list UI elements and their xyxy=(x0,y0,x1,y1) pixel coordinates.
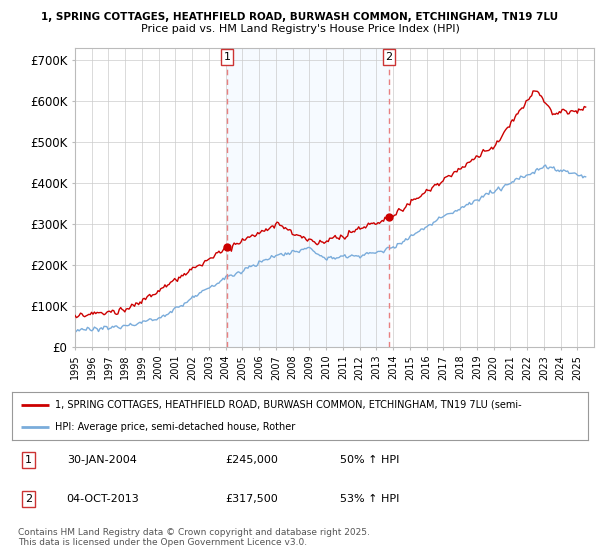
Text: 04-OCT-2013: 04-OCT-2013 xyxy=(67,494,139,504)
Text: £245,000: £245,000 xyxy=(225,455,278,465)
Text: 1, SPRING COTTAGES, HEATHFIELD ROAD, BURWASH COMMON, ETCHINGHAM, TN19 7LU (semi-: 1, SPRING COTTAGES, HEATHFIELD ROAD, BUR… xyxy=(55,400,522,410)
Text: 1: 1 xyxy=(224,52,230,62)
Text: 53% ↑ HPI: 53% ↑ HPI xyxy=(340,494,400,504)
Text: 2: 2 xyxy=(385,52,392,62)
Text: 30-JAN-2004: 30-JAN-2004 xyxy=(67,455,137,465)
Bar xyxy=(227,48,389,347)
Text: 50% ↑ HPI: 50% ↑ HPI xyxy=(340,455,400,465)
Text: 1: 1 xyxy=(25,455,32,465)
Text: Price paid vs. HM Land Registry's House Price Index (HPI): Price paid vs. HM Land Registry's House … xyxy=(140,24,460,34)
Text: 1, SPRING COTTAGES, HEATHFIELD ROAD, BURWASH COMMON, ETCHINGHAM, TN19 7LU: 1, SPRING COTTAGES, HEATHFIELD ROAD, BUR… xyxy=(41,12,559,22)
Text: Contains HM Land Registry data © Crown copyright and database right 2025.
This d: Contains HM Land Registry data © Crown c… xyxy=(18,528,370,547)
Text: 2: 2 xyxy=(25,494,32,504)
Text: £317,500: £317,500 xyxy=(225,494,278,504)
Text: HPI: Average price, semi-detached house, Rother: HPI: Average price, semi-detached house,… xyxy=(55,422,295,432)
